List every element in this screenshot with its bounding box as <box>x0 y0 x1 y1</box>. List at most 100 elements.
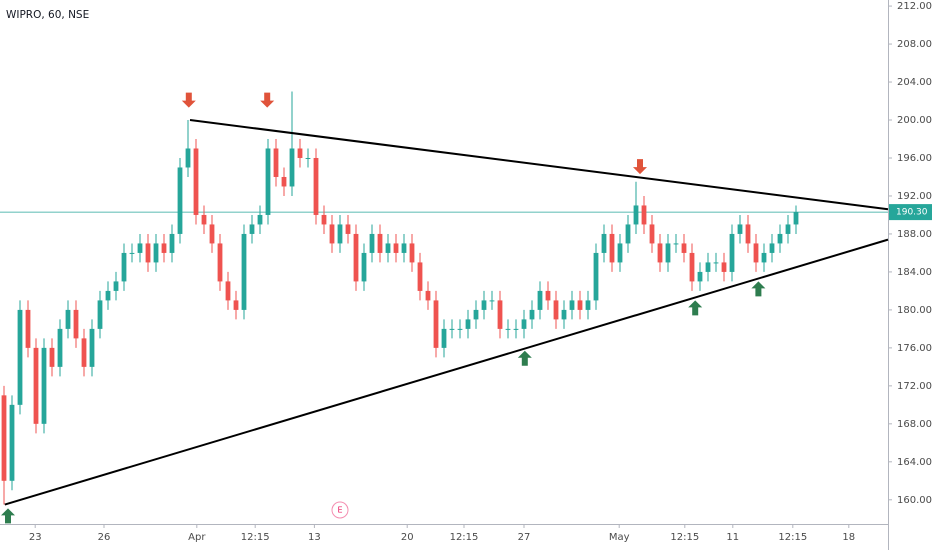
signal-arrow <box>688 300 703 316</box>
x-tick-label: 12:15 <box>778 532 807 543</box>
x-tick-label: 26 <box>98 532 111 543</box>
candle-body <box>273 148 279 177</box>
x-tick-label: 12:15 <box>670 532 699 543</box>
candle-body <box>553 300 559 320</box>
candle-body <box>129 252 135 254</box>
candle-body <box>377 233 383 253</box>
candle-body <box>657 243 663 263</box>
candle-body <box>161 243 167 253</box>
candle-body <box>401 243 407 253</box>
candle-body <box>609 233 615 263</box>
candle-body <box>737 224 743 234</box>
y-tick-label: 184.00 <box>897 267 932 278</box>
candle-body <box>497 300 503 329</box>
candle-body <box>369 233 375 253</box>
candle-body <box>793 212 799 225</box>
candle-body <box>521 319 527 329</box>
candle-body <box>145 243 151 263</box>
signal-arrow <box>1 508 15 524</box>
candle-body <box>217 243 223 282</box>
candle-body <box>177 167 183 234</box>
candle-body <box>457 328 463 330</box>
candle-body <box>697 271 703 282</box>
candle-body <box>9 404 15 481</box>
signal-arrow <box>633 159 647 175</box>
earnings-label: E <box>337 506 342 515</box>
trendline <box>4 238 889 506</box>
y-tick-label: 188.00 <box>897 229 932 240</box>
candle-body <box>249 224 255 234</box>
candle-body <box>209 224 215 244</box>
candle-body <box>785 224 791 234</box>
x-tick-label: May <box>609 532 630 543</box>
candle-body <box>73 309 79 339</box>
candle-body <box>89 328 95 367</box>
y-tick-label: 192.00 <box>897 191 932 202</box>
candle-body <box>33 347 39 424</box>
x-tick-label: 23 <box>29 532 42 543</box>
candle-body <box>729 233 735 272</box>
candle-body <box>585 300 591 310</box>
y-tick-label: 204.00 <box>897 77 932 88</box>
y-tick-label: 208.00 <box>897 39 932 50</box>
candle-body <box>641 205 647 225</box>
x-tick-label: 13 <box>308 532 321 543</box>
candle-body <box>313 157 319 215</box>
signal-arrow <box>517 350 532 366</box>
candle-body <box>569 300 575 310</box>
y-tick-label: 164.00 <box>897 457 932 468</box>
candle-body <box>361 252 367 282</box>
candle-body <box>601 233 607 253</box>
candle-body <box>225 281 231 301</box>
candle-body <box>513 328 519 330</box>
candle-body <box>505 328 511 330</box>
candle-body <box>49 347 55 367</box>
candle-body <box>121 252 127 282</box>
candle-body <box>185 148 191 168</box>
candle-body <box>193 148 199 215</box>
x-tick-label: Apr <box>188 532 206 543</box>
y-tick-label: 172.00 <box>897 381 932 392</box>
candle-body <box>721 262 727 272</box>
candle-body <box>169 233 175 253</box>
x-tick-label: 18 <box>842 532 855 543</box>
candle-body <box>201 214 207 225</box>
candle-body <box>649 224 655 244</box>
candle-body <box>257 214 263 225</box>
candle-body <box>265 148 271 215</box>
candle-body <box>417 262 423 291</box>
candle-body <box>617 243 623 263</box>
candle-body <box>65 309 71 329</box>
candle-body <box>329 224 335 244</box>
x-tick-label: 12:15 <box>241 532 270 543</box>
candle-body <box>409 243 415 263</box>
signal-arrow <box>751 281 766 297</box>
candle-body <box>305 157 311 159</box>
candle-body <box>337 224 343 244</box>
signal-arrow <box>181 92 196 108</box>
candle-body <box>705 262 711 272</box>
candle-body <box>233 300 239 310</box>
candle-body <box>481 300 487 310</box>
candle-body <box>577 300 583 310</box>
trendline <box>189 119 889 211</box>
candle-body <box>673 243 679 245</box>
candle-body <box>625 224 631 244</box>
candle-body <box>153 243 159 263</box>
candle-body <box>57 328 63 367</box>
y-tick-label: 200.00 <box>897 115 932 126</box>
candle-body <box>1 395 7 481</box>
candle-body <box>465 319 471 329</box>
candle-body <box>489 300 495 302</box>
candle-body <box>97 300 103 329</box>
candle-body <box>561 309 567 320</box>
x-tick-label: 20 <box>401 532 414 543</box>
candle-body <box>545 290 551 301</box>
candle-body <box>105 290 111 301</box>
candle-body <box>113 281 119 291</box>
last-price-label: 190.30 <box>896 208 928 218</box>
y-tick-label: 196.00 <box>897 153 932 164</box>
y-tick-label: 160.00 <box>897 495 932 506</box>
